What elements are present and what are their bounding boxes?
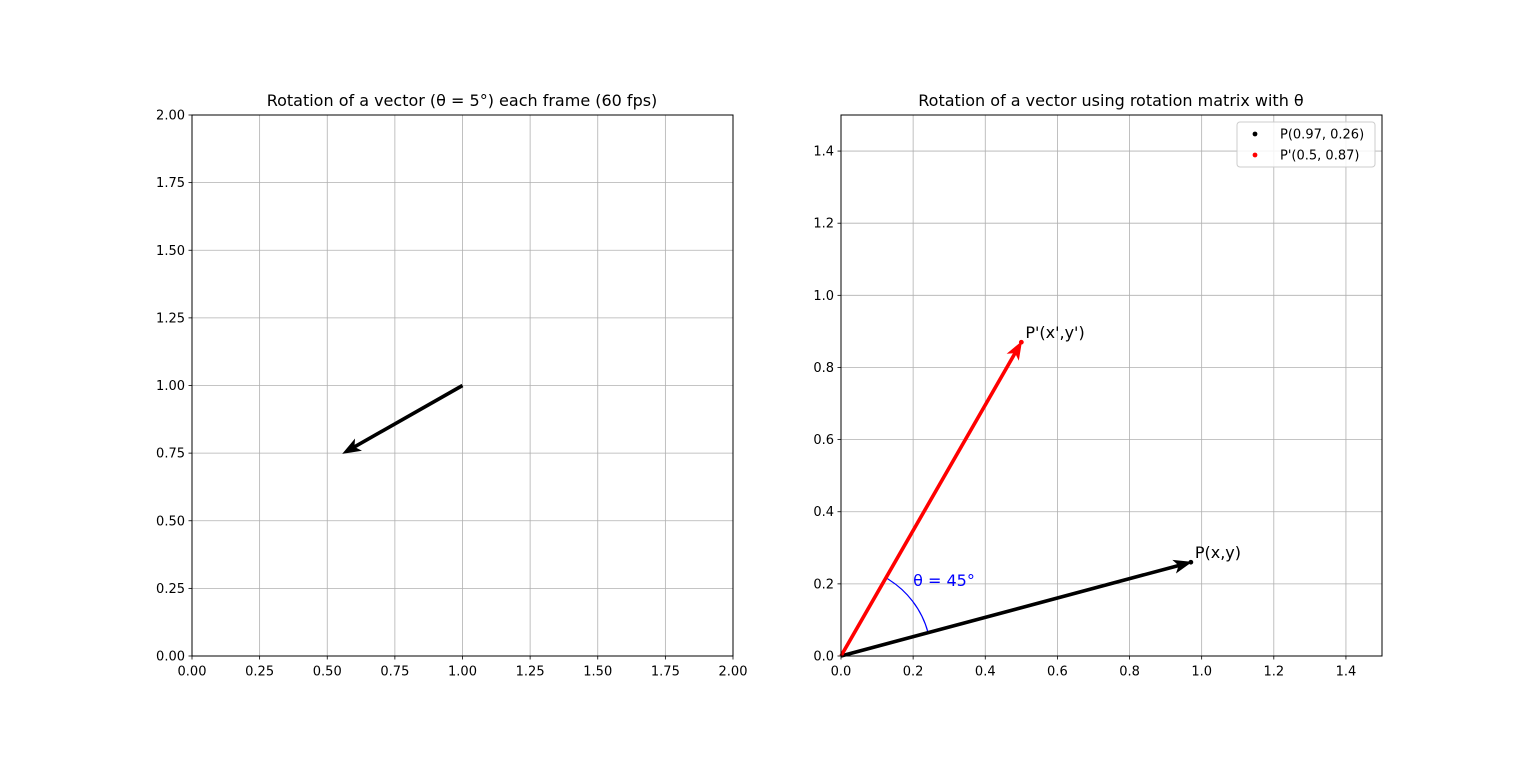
vector-p-label: P(x,y) xyxy=(1195,543,1241,562)
x-tick-label: 1.25 xyxy=(516,665,545,680)
legend-marker-p xyxy=(1252,131,1258,137)
y-tick-label: 2.00 xyxy=(156,109,185,124)
right-vectors: θ = 45° P(x,y) P'(x',y') xyxy=(839,323,1241,658)
x-tick-label: 1.00 xyxy=(448,665,477,680)
vector-p-prime-arrow-head xyxy=(1006,340,1023,361)
y-tick-label: 0.2 xyxy=(813,577,834,592)
angle-label: θ = 45° xyxy=(913,571,975,590)
right-axes-frame xyxy=(840,114,1383,657)
y-tick-label: 0.50 xyxy=(156,514,185,529)
left-y-axis: 0.00 0.25 0.50 0.75 1.00 1.25 1.50 1.75 2.00 xyxy=(156,109,192,665)
right-x-axis: 0.0 0.2 0.4 0.6 0.8 1.0 1.2 1.4 xyxy=(831,656,1357,680)
vector-p-arrow-shaft xyxy=(840,563,1180,658)
x-tick-label: 1.50 xyxy=(583,665,612,680)
legend-label-p-prime: P'(0.5, 0.87) xyxy=(1280,149,1359,164)
y-tick-label: 0.4 xyxy=(813,505,834,520)
y-tick-label: 0.8 xyxy=(813,361,834,376)
left-x-axis: 0.00 0.25 0.50 0.75 1.00 1.25 1.50 1.75 2.00 xyxy=(178,656,748,680)
angle-arc xyxy=(885,577,929,633)
right-chart: Rotation of a vector using rotation matr… xyxy=(813,91,1383,680)
vector-p-prime-label: P'(x',y') xyxy=(1025,323,1084,342)
x-tick-label: 0.8 xyxy=(1119,665,1140,680)
point-p xyxy=(1188,559,1194,565)
vector-p-arrow xyxy=(840,559,1193,658)
x-tick-label: 0.6 xyxy=(1047,665,1068,680)
vector-p-prime-arrow-shaft xyxy=(839,351,1017,657)
x-tick-label: 1.4 xyxy=(1336,665,1357,680)
x-tick-label: 0.25 xyxy=(245,665,274,680)
x-tick-label: 0.4 xyxy=(975,665,996,680)
legend-marker-p-prime xyxy=(1252,152,1258,158)
x-tick-label: 1.75 xyxy=(651,665,680,680)
legend-box xyxy=(1236,121,1376,168)
y-tick-label: 1.50 xyxy=(156,244,185,259)
vector-p-arrow-head xyxy=(1172,559,1193,574)
x-tick-label: 1.0 xyxy=(1191,665,1212,680)
x-tick-label: 2.00 xyxy=(719,665,748,680)
y-tick-label: 0.0 xyxy=(813,650,834,665)
x-tick-label: 0.2 xyxy=(903,665,924,680)
left-chart: Rotation of a vector (θ = 5°) each frame… xyxy=(156,91,747,680)
left-chart-title: Rotation of a vector (θ = 5°) each frame… xyxy=(267,91,658,110)
right-chart-title: Rotation of a vector using rotation matr… xyxy=(918,91,1303,110)
rotating-vector-arrow xyxy=(342,383,464,454)
point-p-prime xyxy=(1018,339,1024,345)
y-tick-label: 1.2 xyxy=(813,217,834,232)
x-tick-label: 1.2 xyxy=(1263,665,1284,680)
y-tick-label: 0.00 xyxy=(156,650,185,665)
rotating-vector-arrow-head xyxy=(342,438,362,454)
rotating-vector-arrow-shaft xyxy=(353,383,464,449)
y-tick-label: 0.6 xyxy=(813,433,834,448)
legend-label-p: P(0.97, 0.26) xyxy=(1280,128,1364,143)
right-y-axis: 0.0 0.2 0.4 0.6 0.8 1.0 1.2 1.4 xyxy=(813,145,841,665)
y-tick-label: 1.4 xyxy=(813,145,834,160)
x-tick-label: 0.75 xyxy=(380,665,409,680)
x-tick-label: 0.50 xyxy=(313,665,342,680)
y-tick-label: 1.0 xyxy=(813,289,834,304)
y-tick-label: 1.75 xyxy=(156,176,185,191)
legend: P(0.97, 0.26) P'(0.5, 0.87) xyxy=(1236,121,1376,168)
x-tick-label: 0.00 xyxy=(178,665,207,680)
y-tick-label: 1.00 xyxy=(156,379,185,394)
vector-p-prime-arrow xyxy=(839,340,1023,657)
left-vectors xyxy=(342,383,464,454)
y-tick-label: 1.25 xyxy=(156,311,185,326)
y-tick-label: 0.75 xyxy=(156,447,185,462)
x-tick-label: 0.0 xyxy=(831,665,852,680)
y-tick-label: 0.25 xyxy=(156,582,185,597)
